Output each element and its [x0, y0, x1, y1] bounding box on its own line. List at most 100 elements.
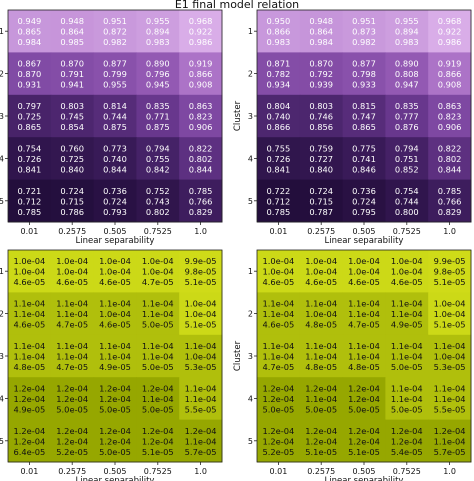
cell-value-label: 0.792: [309, 69, 333, 79]
cell-value-label: 0.798: [352, 69, 376, 79]
heatmap-cell: [299, 250, 344, 293]
cell-value-label: 1.0e-04: [391, 256, 423, 266]
x-tick-label: 1.0: [443, 467, 456, 476]
cell-value-label: 0.755: [267, 143, 291, 153]
cell-value-label: 1.1e-04: [185, 394, 217, 404]
cell-value-label: 6.4e-05: [13, 447, 45, 457]
cell-value-label: 0.983: [146, 37, 170, 47]
heatmap-cell: [136, 292, 180, 336]
cell-value-label: 0.875: [103, 122, 127, 132]
y-tick-label: 1: [248, 267, 253, 276]
cell-value-label: 0.906: [438, 122, 462, 132]
cell-value-label: 1.2e-04: [185, 426, 217, 436]
heatmap-cell: [385, 52, 429, 96]
heatmap-cell: [50, 137, 95, 181]
cell-value-label: 0.939: [309, 80, 333, 90]
cell-value-label: 0.866: [189, 69, 213, 79]
cell-value-label: 1.1e-04: [348, 299, 380, 309]
heatmap-cell: [136, 179, 180, 223]
cell-value-label: 4.8e-05: [13, 362, 45, 372]
cell-value-label: 4.9e-05: [99, 362, 131, 372]
cell-value-label: 4.6e-05: [56, 277, 88, 287]
heatmap-cell: [179, 10, 223, 53]
y-tick-label: 4: [248, 394, 253, 403]
cell-value-label: 0.793: [103, 207, 127, 217]
cell-value-label: 1.2e-04: [262, 383, 294, 393]
cell-value-label: 4.6e-05: [262, 277, 294, 287]
cell-value-label: 1.0e-04: [434, 299, 466, 309]
cell-value-label: 0.908: [189, 80, 213, 90]
cell-value-label: 0.945: [146, 80, 170, 90]
y-tick-label: 5: [248, 197, 253, 206]
heatmap-cell: [428, 334, 472, 378]
cell-value-label: 0.802: [438, 154, 462, 164]
cell-value-label: 0.983: [267, 37, 291, 47]
cell-value-label: 0.724: [352, 196, 376, 206]
cell-value-label: 5.0e-05: [99, 404, 131, 414]
y-tick-label: 3: [0, 112, 4, 121]
heatmap-cell: [8, 250, 52, 293]
cell-value-label: 0.725: [60, 154, 84, 164]
cell-value-label: 0.777: [395, 112, 419, 122]
cell-value-label: 0.802: [189, 154, 213, 164]
cell-value-label: 0.955: [103, 80, 127, 90]
cell-value-label: 1.2e-04: [13, 436, 45, 446]
cell-value-label: 5.1e-05: [434, 277, 466, 287]
heatmap-bottom-right: 1.0e-04 1.0e-04 4.6e-05 1.0e-04 1.0e-04 4.6e-…: [233, 249, 472, 481]
heatmap-cell: [257, 52, 301, 96]
cell-value-label: 1.2e-04: [142, 426, 174, 436]
cell-value-label: 5.1e-05: [185, 277, 217, 287]
cell-value-label: 0.808: [395, 69, 419, 79]
y-tick-label: 1: [248, 27, 253, 36]
heatmap-cell: [8, 10, 52, 53]
cell-value-label: 1.2e-04: [56, 394, 88, 404]
cell-value-label: 1.1e-04: [13, 299, 45, 309]
cell-value-label: 5.2e-05: [262, 447, 294, 457]
cell-value-label: 0.864: [60, 27, 84, 37]
cell-value-label: 0.873: [352, 27, 376, 37]
heatmap-cell: [428, 250, 472, 293]
cell-value-label: 1.1e-04: [142, 394, 174, 404]
cell-value-label: 0.863: [438, 101, 462, 111]
cell-value-label: 0.754: [395, 186, 419, 196]
cell-value-label: 1.0e-04: [56, 256, 88, 266]
cell-value-label: 1.1e-04: [99, 299, 131, 309]
cell-value-label: 0.951: [352, 16, 376, 26]
heatmap-cell: [257, 292, 301, 336]
heatmap-cell: [342, 292, 386, 336]
heatmap-cell: [257, 137, 301, 181]
cell-value-label: 1.2e-04: [434, 426, 466, 436]
cell-value-label: 0.744: [103, 112, 127, 122]
heatmap-cell: [136, 419, 180, 463]
cell-value-label: 1.2e-04: [348, 436, 380, 446]
cell-value-label: 0.983: [395, 37, 419, 47]
cell-value-label: 0.934: [267, 80, 291, 90]
cell-value-label: 1.1e-04: [348, 341, 380, 351]
cell-value-label: 0.771: [146, 112, 170, 122]
heatmap-cell: [342, 52, 386, 96]
cell-value-label: 4.6e-05: [262, 320, 294, 330]
cell-value-label: 5.3e-05: [434, 362, 466, 372]
cell-value-label: 1.1e-04: [262, 352, 294, 362]
cell-value-label: 1.1e-04: [13, 341, 45, 351]
cell-value-label: 1.0e-04: [305, 256, 337, 266]
heatmap-cell: [342, 334, 386, 378]
x-tick-label: 0.2575: [58, 227, 86, 236]
cell-value-label: 1.1e-04: [348, 309, 380, 319]
cell-value-label: 0.948: [309, 16, 333, 26]
x-axis-label: Linear separability: [325, 236, 404, 246]
cell-value-label: 1.1e-04: [391, 352, 423, 362]
cell-value-label: 1.0e-04: [262, 256, 294, 266]
cell-value-label: 0.864: [309, 27, 333, 37]
heatmap-cell: [299, 137, 344, 181]
cell-value-label: 1.1e-04: [13, 309, 45, 319]
cell-value-label: 5.5e-05: [434, 404, 466, 414]
y-tick-label: 4: [0, 394, 4, 403]
heatmap-cell: [428, 292, 472, 336]
cell-value-label: 0.712: [267, 196, 291, 206]
heatmap-cell: [299, 10, 344, 53]
heatmap-cell: [299, 419, 344, 463]
heatmap-cell: [257, 334, 301, 378]
cell-value-label: 4.8e-05: [348, 362, 380, 372]
cell-value-label: 1.0e-04: [99, 256, 131, 266]
